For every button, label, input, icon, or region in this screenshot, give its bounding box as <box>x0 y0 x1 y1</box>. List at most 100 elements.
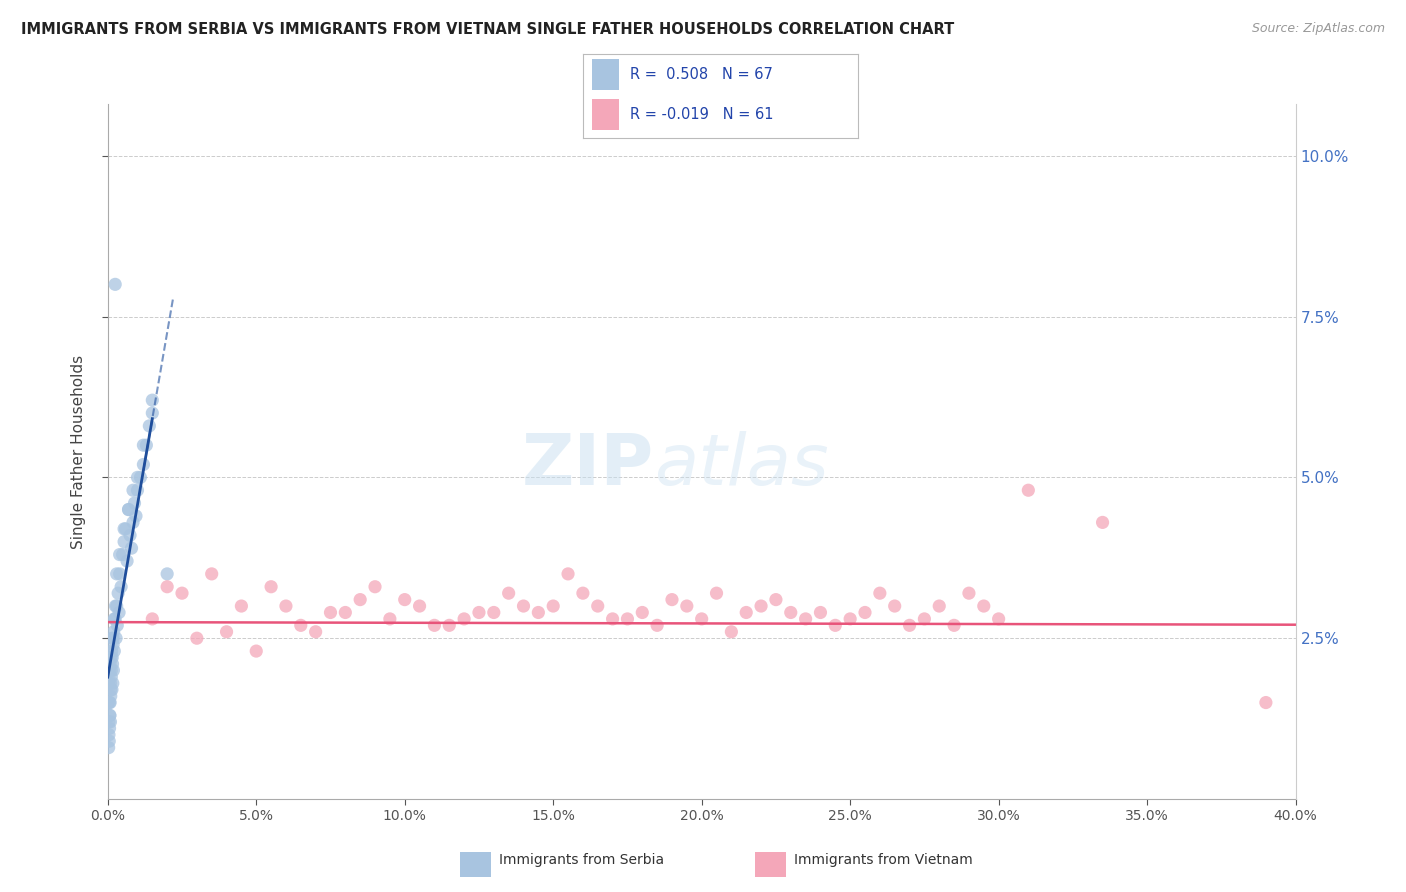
Point <box>108 548 131 562</box>
Point <box>973 599 995 613</box>
Point <box>112 534 135 549</box>
Text: Immigrants from Serbia: Immigrants from Serbia <box>499 854 664 867</box>
Point <box>541 599 564 613</box>
Point <box>186 631 208 645</box>
Point <box>127 483 149 498</box>
Point <box>101 657 124 671</box>
Point <box>141 612 163 626</box>
Point <box>1254 696 1277 710</box>
Point <box>111 548 134 562</box>
Point <box>125 508 148 523</box>
Point <box>290 618 312 632</box>
Point <box>101 631 124 645</box>
Point <box>201 566 224 581</box>
Point <box>364 580 387 594</box>
Point <box>97 676 120 690</box>
Text: Source: ZipAtlas.com: Source: ZipAtlas.com <box>1251 22 1385 36</box>
Point <box>824 618 846 632</box>
Point <box>586 599 609 613</box>
Point <box>631 606 654 620</box>
Point <box>1091 516 1114 530</box>
Point <box>853 606 876 620</box>
Point <box>98 664 121 678</box>
Point <box>112 522 135 536</box>
Point <box>98 734 121 748</box>
Point <box>616 612 638 626</box>
Text: IMMIGRANTS FROM SERBIA VS IMMIGRANTS FROM VIETNAM SINGLE FATHER HOUSEHOLDS CORRE: IMMIGRANTS FROM SERBIA VS IMMIGRANTS FRO… <box>21 22 955 37</box>
Point <box>274 599 297 613</box>
Point <box>394 592 416 607</box>
Point <box>572 586 595 600</box>
Point <box>1017 483 1039 498</box>
Point <box>794 612 817 626</box>
Point <box>105 599 128 613</box>
Point <box>97 728 120 742</box>
Point <box>645 618 668 632</box>
Point <box>735 606 758 620</box>
Bar <box>592 60 619 90</box>
Point <box>170 586 193 600</box>
Point <box>104 599 127 613</box>
Point <box>117 502 139 516</box>
Point <box>141 393 163 408</box>
Point <box>100 670 122 684</box>
Point <box>121 541 143 556</box>
Point <box>304 624 326 639</box>
Text: R =  0.508   N = 67: R = 0.508 N = 67 <box>630 67 773 82</box>
Point <box>869 586 891 600</box>
Point <box>138 418 160 433</box>
Point <box>98 708 121 723</box>
Point <box>101 638 124 652</box>
Point <box>260 580 283 594</box>
Point <box>103 624 125 639</box>
Point <box>765 592 787 607</box>
Point <box>810 606 832 620</box>
Point <box>245 644 267 658</box>
Point <box>957 586 980 600</box>
Point <box>423 618 446 632</box>
Point <box>97 696 120 710</box>
Point <box>839 612 862 626</box>
Bar <box>592 99 619 130</box>
Text: R = -0.019   N = 61: R = -0.019 N = 61 <box>630 107 773 122</box>
Point <box>101 676 124 690</box>
Point <box>512 599 534 613</box>
Point <box>105 566 128 581</box>
Point <box>156 566 179 581</box>
Point <box>690 612 713 626</box>
Point <box>127 470 149 484</box>
Point <box>215 624 238 639</box>
Point <box>108 566 131 581</box>
Point <box>408 599 430 613</box>
Point <box>103 644 125 658</box>
Point <box>706 586 728 600</box>
Text: ZIP: ZIP <box>522 431 654 500</box>
Point <box>115 554 138 568</box>
Point <box>117 502 139 516</box>
Point <box>156 580 179 594</box>
Point <box>883 599 905 613</box>
Point <box>557 566 579 581</box>
Point <box>100 714 122 729</box>
Point <box>101 682 124 697</box>
Point <box>124 496 146 510</box>
Point <box>319 606 342 620</box>
Text: Immigrants from Vietnam: Immigrants from Vietnam <box>794 854 973 867</box>
Point <box>98 696 121 710</box>
Point <box>675 599 697 613</box>
Point <box>468 606 491 620</box>
Point <box>100 682 122 697</box>
Point <box>100 689 122 703</box>
Point <box>720 624 742 639</box>
Point <box>129 470 152 484</box>
Point <box>100 664 122 678</box>
Point <box>661 592 683 607</box>
Point <box>103 664 125 678</box>
Point <box>100 650 122 665</box>
Point <box>349 592 371 607</box>
Point <box>105 631 128 645</box>
Point <box>231 599 253 613</box>
Point <box>928 599 950 613</box>
Text: atlas: atlas <box>654 431 828 500</box>
Point <box>98 696 121 710</box>
